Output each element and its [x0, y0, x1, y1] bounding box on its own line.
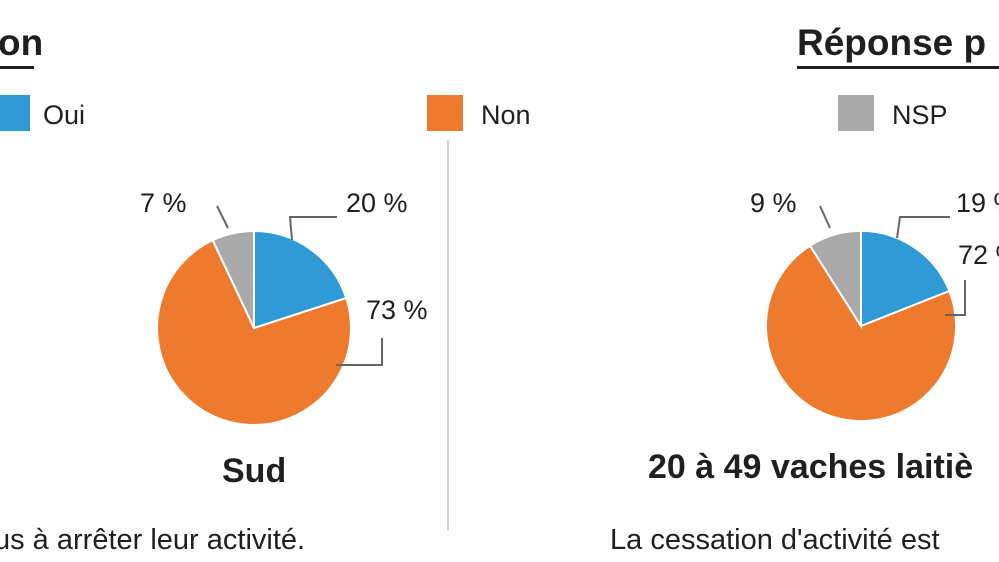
- leader-line-nsp: [819, 205, 831, 229]
- pie-slice-oui: [253, 229, 348, 330]
- nsp-legend-swatch: [838, 95, 874, 131]
- non-legend-swatch: [427, 95, 463, 131]
- pie-slice-non: [764, 244, 957, 423]
- sud-non-value: 73 %: [366, 295, 428, 325]
- sud-nsp-value: 7 %: [140, 188, 187, 218]
- legend-nsp-label: NSP: [892, 100, 948, 130]
- sud-oui-value: 20 %: [346, 188, 408, 218]
- legend-oui-label: Oui: [43, 100, 86, 130]
- vaches-leader-lines: [819, 205, 966, 316]
- sud-leader-lines: [216, 205, 383, 366]
- leader-line-non: [336, 338, 383, 366]
- vaches-non-value: 72 %: [958, 240, 999, 270]
- pie-slice-oui: [860, 229, 951, 328]
- pie-slice-nsp: [211, 229, 255, 329]
- leader-line-non: [945, 280, 966, 316]
- sud-chart-label: Sud: [222, 452, 287, 490]
- left-title-underline: [0, 66, 34, 69]
- left-caption: us à arrêter leur activité.: [0, 524, 306, 556]
- pie-chart-20-49-vaches: [764, 229, 957, 423]
- oui-legend-swatch: [0, 95, 30, 131]
- vaches-oui-value: 19 %: [956, 188, 999, 218]
- left-title: on: [0, 22, 44, 63]
- right-caption: La cessation d'activité est: [610, 524, 940, 556]
- vaches-nsp-value: 9 %: [750, 188, 797, 218]
- pie-slice-nsp: [808, 229, 862, 330]
- vaches-chart-label: 20 à 49 vaches laitiè: [648, 448, 974, 486]
- leader-line-oui: [288, 216, 337, 241]
- leader-line-nsp: [216, 205, 229, 229]
- right-title-underline: [797, 66, 999, 69]
- legend-non-label: Non: [481, 100, 531, 130]
- column-divider: [447, 140, 449, 530]
- pie-chart-sud: [156, 229, 352, 426]
- pie-slice-non: [156, 238, 352, 426]
- right-title: Réponse p: [797, 22, 987, 63]
- leader-line-oui: [896, 216, 950, 239]
